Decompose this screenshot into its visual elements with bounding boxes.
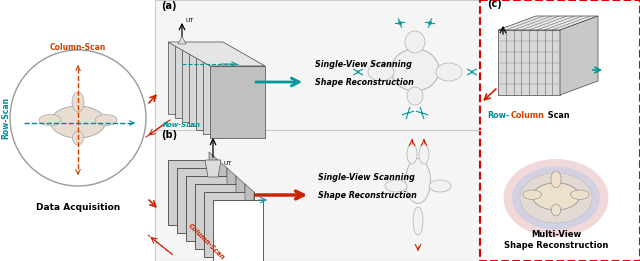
Ellipse shape	[429, 180, 451, 192]
Polygon shape	[210, 66, 265, 138]
Ellipse shape	[520, 173, 592, 223]
Text: Multi-View: Multi-View	[531, 230, 581, 239]
Text: (c): (c)	[487, 0, 502, 9]
Ellipse shape	[368, 63, 394, 81]
Polygon shape	[178, 36, 186, 44]
Ellipse shape	[419, 144, 429, 164]
Ellipse shape	[413, 207, 423, 235]
Polygon shape	[195, 184, 245, 249]
Ellipse shape	[51, 106, 106, 138]
Polygon shape	[205, 160, 221, 177]
Text: Shape Reconstruction: Shape Reconstruction	[504, 241, 608, 250]
Text: Single-View Scanning: Single-View Scanning	[318, 173, 415, 182]
Polygon shape	[213, 200, 263, 261]
Polygon shape	[498, 16, 598, 30]
Polygon shape	[245, 184, 254, 257]
Polygon shape	[168, 160, 218, 225]
Ellipse shape	[436, 63, 462, 81]
Ellipse shape	[407, 87, 423, 105]
Polygon shape	[227, 168, 236, 241]
Polygon shape	[560, 16, 598, 95]
Polygon shape	[196, 58, 251, 130]
Ellipse shape	[551, 204, 561, 216]
Text: Column-Scan: Column-Scan	[50, 43, 106, 52]
Text: Column-Scan: Column-Scan	[187, 222, 225, 261]
Text: Shape Reconstruction: Shape Reconstruction	[318, 191, 417, 200]
Polygon shape	[177, 168, 227, 233]
Text: UT: UT	[223, 161, 232, 166]
Text: Single-View Scanning: Single-View Scanning	[315, 60, 412, 69]
Ellipse shape	[504, 159, 609, 237]
Text: Data Acquisition: Data Acquisition	[36, 203, 120, 211]
Text: Row-Scan: Row-Scan	[163, 122, 201, 128]
Text: Column: Column	[511, 111, 545, 120]
Text: Scan: Scan	[545, 111, 570, 120]
Bar	[155, 0, 480, 261]
Text: UT: UT	[186, 18, 195, 23]
Text: Shape Reconstruction: Shape Reconstruction	[315, 78, 414, 87]
Polygon shape	[168, 42, 265, 66]
Ellipse shape	[385, 180, 407, 192]
Polygon shape	[236, 176, 245, 249]
Polygon shape	[182, 50, 237, 122]
Polygon shape	[498, 30, 560, 95]
Ellipse shape	[95, 115, 117, 126]
Polygon shape	[186, 176, 236, 241]
Ellipse shape	[407, 144, 417, 164]
Polygon shape	[203, 62, 258, 134]
Text: (b): (b)	[161, 130, 177, 140]
Polygon shape	[168, 42, 223, 114]
Polygon shape	[209, 152, 218, 225]
Polygon shape	[175, 46, 230, 118]
Text: Row-Scan: Row-Scan	[1, 97, 10, 139]
Ellipse shape	[405, 31, 425, 53]
Ellipse shape	[72, 92, 84, 112]
Ellipse shape	[391, 49, 439, 91]
Text: Row-: Row-	[488, 111, 510, 120]
Bar	[480, 0, 640, 261]
Ellipse shape	[39, 115, 61, 126]
Ellipse shape	[512, 167, 600, 229]
Ellipse shape	[406, 158, 431, 204]
Polygon shape	[218, 160, 227, 233]
Ellipse shape	[523, 190, 541, 199]
Ellipse shape	[551, 171, 561, 188]
Polygon shape	[204, 192, 254, 257]
Ellipse shape	[532, 183, 579, 210]
Ellipse shape	[72, 131, 83, 145]
Text: (a): (a)	[161, 1, 177, 11]
Circle shape	[10, 50, 146, 186]
Ellipse shape	[570, 190, 589, 199]
Polygon shape	[189, 54, 244, 126]
